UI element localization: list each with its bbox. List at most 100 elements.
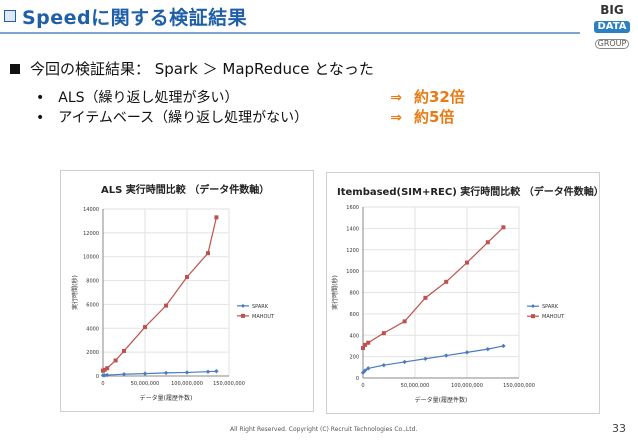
legend-label: MAHOUT (252, 314, 275, 320)
data-point-spark (423, 356, 428, 361)
x-tick-label: 0 (101, 381, 104, 387)
data-point-mahout (402, 319, 407, 324)
result-value: 約5倍 (414, 108, 455, 126)
chart-itembased-plot: 0 200 400 600 800 1000 1200 1400 1600 0 50,000,000… (331, 205, 565, 404)
page-number: 33 (612, 422, 626, 435)
data-point-mahout (381, 331, 386, 336)
x-tick-label: 0 (361, 383, 364, 389)
x-tick-label: 100,000,000 (171, 381, 203, 387)
logo-line-data: DATA (594, 21, 630, 33)
data-point-spark (163, 370, 169, 376)
data-point-mahout (164, 303, 168, 308)
y-tick-label: 8000 (86, 279, 99, 285)
data-point-mahout (185, 274, 189, 279)
x-axis-label: データ量(履歴件数) (140, 394, 193, 402)
y-tick-label: 200 (349, 355, 359, 361)
x-tick-label: 150,000,000 (503, 383, 535, 389)
legend-marker (531, 304, 535, 309)
data-point-mahout (363, 342, 368, 347)
series-line-mahout (362, 226, 504, 349)
data-point-mahout (501, 225, 506, 230)
legend-marker (241, 303, 245, 308)
data-point-mahout (465, 260, 469, 265)
arrow-icon: ⇒ (390, 90, 402, 106)
data-point-mahout (361, 346, 365, 351)
title-text: Speedに関する検証結果 (22, 6, 248, 29)
legend-label: SPARK (542, 304, 559, 310)
sub-bullet-itembased: • アイテムベース（繰り返し処理がない） ⇒ 約5倍 (36, 106, 454, 127)
data-point-spark (184, 370, 190, 375)
data-point-spark (501, 343, 506, 349)
data-point-spark (381, 362, 386, 368)
x-tick-label: 50,000,000 (401, 383, 430, 389)
data-point-spark (105, 372, 110, 378)
data-point-mahout (444, 279, 449, 284)
data-point-spark (205, 369, 211, 374)
data-point-mahout (113, 358, 118, 363)
data-point-spark (485, 346, 490, 352)
data-point-spark (362, 368, 368, 373)
logo-line-big: BIG (600, 3, 624, 17)
data-point-mahout (214, 215, 219, 220)
y-tick-label: 2000 (86, 350, 99, 356)
x-tick-label: 50,000,000 (131, 381, 160, 387)
data-point-spark (464, 350, 470, 355)
y-tick-label: 14000 (83, 207, 99, 213)
bullet-dot-icon: • (36, 110, 45, 126)
copyright-footer: All Right Reserved. Copyright (C) Recrui… (230, 426, 418, 433)
x-tick-label: 100,000,000 (451, 383, 483, 389)
y-tick-label: 6000 (86, 302, 99, 308)
y-tick-label: 1200 (346, 248, 359, 254)
sub-bullet-label: アイテムベース（繰り返し処理がない） (58, 110, 309, 126)
y-tick-label: 1400 (346, 226, 359, 232)
slide-title: Speedに関する検証結果 (4, 4, 248, 29)
data-point-mahout (423, 295, 428, 300)
x-axis-label: データ量(履歴件数) (415, 396, 468, 404)
data-point-spark (444, 353, 449, 358)
y-tick-label: 600 (349, 312, 359, 318)
y-tick-label: 12000 (83, 231, 99, 237)
y-tick-label: 10000 (83, 255, 99, 261)
chart-title: ALS 実行時間比較 （データ件数軸） (101, 185, 270, 196)
arrow-icon: ⇒ (390, 110, 402, 126)
sub-bullet-als: • ALS（繰り返し処理が多い） ⇒ 約32倍 (36, 86, 465, 107)
series-line-mahout (102, 217, 217, 372)
series-line-spark (102, 370, 217, 377)
sub-bullet-label: ALS（繰り返し処理が多い） (58, 90, 239, 106)
big-data-group-logo: BIG DATA GROUP (592, 4, 632, 49)
y-tick-label: 0 (356, 376, 359, 382)
bullet-square-icon (10, 63, 20, 74)
y-tick-label: 1600 (346, 205, 359, 211)
data-point-mahout (102, 367, 107, 372)
chart-title: Itembased(SIM+REC) 実行時間比較 （データ件数軸） (337, 187, 604, 198)
y-tick-label: 4000 (86, 326, 99, 332)
chart-als: ALS 実行時間比較 （データ件数軸） 0 2000 4000 6000 8000 100… (60, 170, 314, 412)
y-tick-label: 400 (349, 333, 359, 339)
data-point-mahout (122, 348, 126, 353)
legend-marker (531, 314, 535, 319)
title-divider (0, 32, 580, 34)
title-square-icon (4, 10, 16, 22)
data-point-spark (121, 372, 127, 377)
y-axis-label: 実行時間(秒) (71, 275, 79, 310)
y-tick-label: 0 (96, 374, 99, 380)
chart-itembased: Itembased(SIM+REC) 実行時間比較 （データ件数軸） 0 200 4… (326, 172, 604, 414)
legend-label: SPARK (252, 304, 269, 310)
data-point-mahout (143, 325, 147, 330)
logo-line-group: GROUP (594, 39, 630, 49)
chart-als-plot: 0 2000 4000 6000 8000 10000 12000 14000 0 50,000,… (71, 207, 275, 402)
data-point-spark (360, 370, 366, 375)
data-point-mahout (105, 366, 110, 371)
result-value: 約32倍 (414, 88, 465, 106)
x-tick-label: 150,000,000 (213, 381, 245, 387)
main-bullet: 今回の検証結果： Spark ＞ MapReduce となった (10, 58, 374, 79)
data-point-spark (214, 369, 219, 374)
series-line-spark (362, 345, 504, 374)
legend-label: MAHOUT (542, 314, 565, 320)
legend-marker (241, 313, 245, 318)
data-point-mahout (366, 340, 371, 345)
data-point-mahout (485, 240, 490, 245)
y-tick-label: 1000 (346, 269, 359, 275)
data-point-spark (402, 359, 407, 365)
y-tick-label: 800 (349, 291, 359, 297)
